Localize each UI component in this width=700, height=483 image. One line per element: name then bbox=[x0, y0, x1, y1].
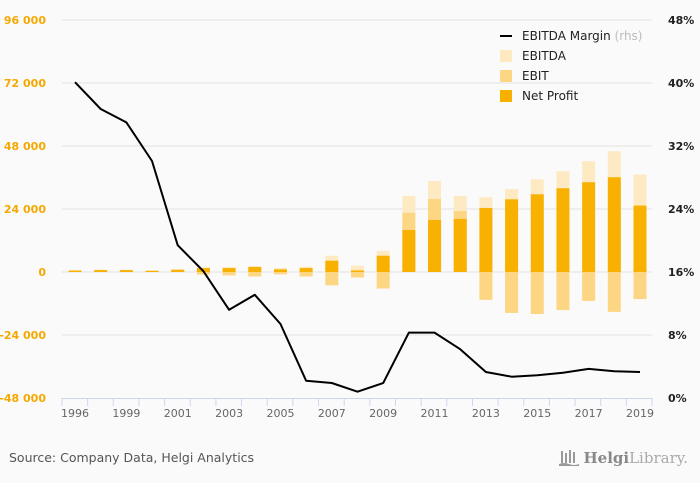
y-left-tick-label: 0 bbox=[38, 266, 46, 279]
x-tick-label: 2013 bbox=[472, 407, 500, 420]
bar-net-profit bbox=[68, 270, 82, 272]
line-ebitda-margin bbox=[74, 81, 641, 393]
legend-label: EBIT bbox=[522, 69, 549, 83]
bar-net-profit bbox=[145, 270, 159, 272]
y-right-tick-label: 48% bbox=[668, 14, 694, 27]
bar-net-profit bbox=[171, 269, 185, 272]
source-note: Source: Company Data, Helgi Analytics bbox=[9, 450, 255, 465]
y-left-tick-label: 96 000 bbox=[4, 14, 46, 27]
bar-net-profit bbox=[633, 205, 647, 272]
bar-ebit bbox=[351, 272, 364, 278]
x-tick-label: 2015 bbox=[523, 407, 551, 420]
bar-ebit bbox=[299, 272, 313, 277]
bar-ebit bbox=[376, 272, 390, 289]
y-right-tick-label: 8% bbox=[668, 329, 687, 342]
y-left-tick-label: 48 000 bbox=[4, 140, 46, 153]
bar-ebit bbox=[582, 272, 596, 301]
x-tick-label: 2005 bbox=[266, 407, 294, 420]
x-tick-label: 1996 bbox=[61, 407, 89, 420]
bar-ebit bbox=[505, 272, 519, 313]
bar-ebit bbox=[530, 272, 544, 314]
y-right-tick-label: 24% bbox=[668, 203, 694, 216]
x-axis: 1996 1999 2001 2003 2005 2007 2009 2011 2013 2015… bbox=[61, 398, 654, 420]
bar-net-profit bbox=[453, 218, 467, 272]
bar-net-profit bbox=[273, 269, 287, 272]
y-axis-right: 0% 8% 16% 24% 32% 40% 48% bbox=[668, 14, 694, 405]
y-left-tick-label: -24 000 bbox=[0, 329, 46, 342]
bar-net-profit bbox=[607, 177, 621, 272]
bar-net-profit bbox=[402, 230, 416, 272]
grid bbox=[62, 19, 652, 336]
legend: EBITDA Margin (rhs) EBITDA EBIT Net Profit bbox=[500, 29, 643, 103]
bar-ebit bbox=[479, 272, 493, 300]
y-left-tick-label: 24 000 bbox=[4, 203, 46, 216]
bar-net-profit bbox=[428, 220, 442, 272]
bar-ebit bbox=[607, 272, 621, 312]
bar-net-profit bbox=[325, 260, 339, 272]
library-icon bbox=[559, 450, 580, 466]
bar-ebit bbox=[248, 272, 262, 277]
x-tick-label: 2007 bbox=[318, 407, 346, 420]
bar-net-profit bbox=[376, 255, 390, 272]
x-tick-label: 2003 bbox=[215, 407, 243, 420]
bar-ebit bbox=[633, 272, 647, 300]
bar-net-profit bbox=[222, 268, 236, 272]
y-left-tick-label: 72 000 bbox=[4, 77, 46, 90]
bar-net-profit bbox=[299, 268, 313, 272]
x-tick-label: 2011 bbox=[421, 407, 449, 420]
bar-net-profit bbox=[248, 267, 262, 272]
legend-swatch bbox=[500, 50, 512, 62]
bar-ebit bbox=[556, 272, 570, 311]
bar-net-profit bbox=[94, 270, 108, 272]
x-tick-label: 2009 bbox=[369, 407, 397, 420]
x-tick-label: 2001 bbox=[164, 407, 192, 420]
bar-net-profit bbox=[530, 194, 544, 272]
x-tick-label: 2019 bbox=[626, 407, 654, 420]
bar-net-profit bbox=[479, 207, 493, 272]
bars bbox=[68, 151, 647, 314]
bar-net-profit bbox=[351, 270, 364, 272]
legend-swatch bbox=[500, 90, 512, 102]
bar-net-profit bbox=[556, 188, 570, 272]
bar-ebit bbox=[222, 272, 236, 276]
x-tick-label: 2017 bbox=[575, 407, 603, 420]
logo-library: Library. bbox=[629, 449, 688, 467]
y-right-tick-label: 0% bbox=[668, 392, 687, 405]
helgi-library-logo[interactable]: HelgiLibrary. bbox=[558, 449, 688, 467]
y-left-tick-label: -48 000 bbox=[0, 392, 46, 405]
x-tick-label: 1999 bbox=[112, 407, 140, 420]
bar-ebit bbox=[273, 272, 287, 275]
legend-label: Net Profit bbox=[522, 89, 578, 103]
bar-net-profit bbox=[505, 199, 519, 272]
bar-ebit bbox=[196, 272, 210, 275]
bar-net-profit bbox=[119, 270, 133, 272]
bar-net-profit bbox=[582, 182, 596, 272]
legend-swatch bbox=[500, 70, 512, 82]
y-right-tick-label: 40% bbox=[668, 77, 694, 90]
y-right-tick-label: 16% bbox=[668, 266, 694, 279]
logo-helgi: Helgi bbox=[583, 449, 630, 467]
y-axis-left: -48 000 -24 000 0 24 000 48 000 72 000 96 000 bbox=[0, 14, 46, 405]
bar-ebit bbox=[325, 272, 339, 286]
ebitda-margin-line bbox=[74, 81, 641, 393]
y-right-tick-label: 32% bbox=[668, 140, 694, 153]
legend-label: EBITDA Margin (rhs) bbox=[522, 29, 643, 43]
legend-rhs-suffix: (rhs) bbox=[611, 29, 643, 43]
bar-ebitda bbox=[351, 265, 364, 272]
legend-label: EBITDA bbox=[522, 49, 567, 63]
